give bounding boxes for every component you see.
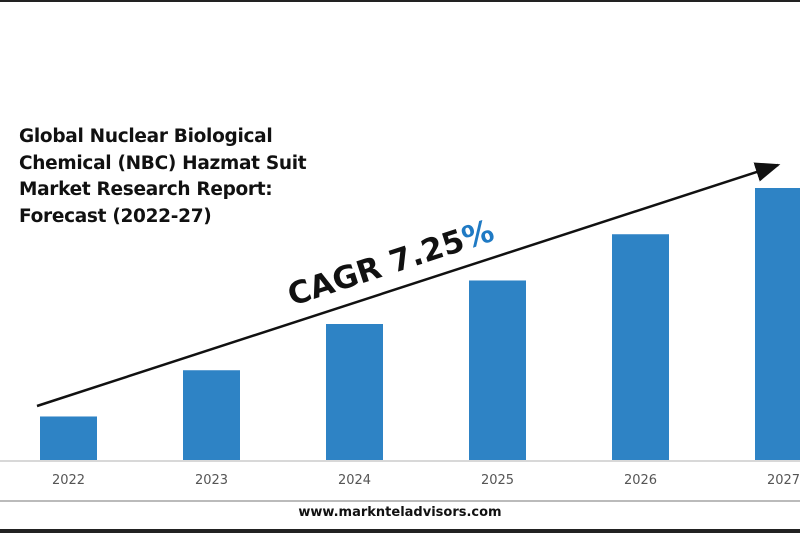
cagr-value: CAGR 7.25 bbox=[283, 223, 468, 314]
title-line: Forecast (2022-27) bbox=[19, 205, 212, 227]
bar-chart: 2022 2023 2024 2025 2026 2027 CAGR 7.25% bbox=[0, 162, 800, 488]
x-tick-label: 2027 bbox=[767, 473, 800, 488]
bar-2026 bbox=[612, 234, 669, 460]
title-line: Global Nuclear Biological bbox=[19, 126, 273, 147]
x-tick-label: 2024 bbox=[338, 473, 371, 488]
footer-website: www.marknteladvisors.com bbox=[298, 505, 502, 520]
x-tick-label: 2023 bbox=[195, 473, 228, 488]
top-border bbox=[0, 0, 800, 2]
x-tick-label: 2025 bbox=[481, 473, 514, 488]
chart-title: Global Nuclear Biological Chemical (NBC)… bbox=[19, 124, 307, 230]
cagr-label: CAGR 7.25% bbox=[283, 213, 498, 313]
x-tick-label: 2022 bbox=[52, 473, 85, 488]
footer-divider bbox=[0, 500, 800, 502]
bar-2024 bbox=[326, 324, 383, 460]
trend-arrow bbox=[36, 162, 781, 408]
title-line: Market Research Report: bbox=[19, 179, 273, 200]
bar-2025 bbox=[469, 280, 526, 460]
title-line: Chemical (NBC) Hazmat Suit bbox=[19, 152, 307, 174]
bar-2027 bbox=[755, 188, 800, 460]
bottom-border bbox=[0, 529, 800, 533]
bar-2023 bbox=[183, 370, 240, 460]
x-tick-label: 2026 bbox=[624, 473, 657, 488]
bar-2022 bbox=[40, 416, 97, 460]
